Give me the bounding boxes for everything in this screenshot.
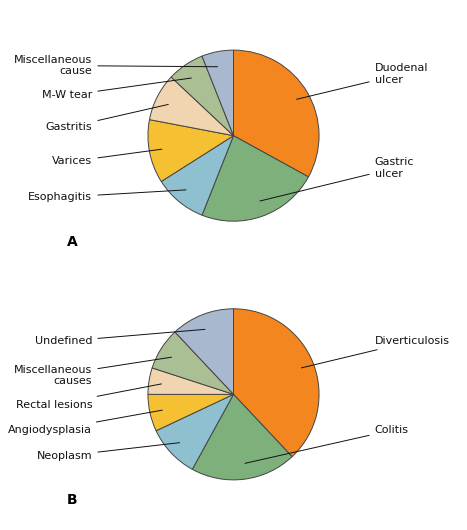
Text: Gastritis: Gastritis — [46, 104, 168, 132]
Wedge shape — [202, 50, 234, 136]
Wedge shape — [234, 309, 319, 457]
Wedge shape — [148, 120, 234, 181]
Text: Angiodysplasia: Angiodysplasia — [8, 410, 163, 435]
Text: A: A — [67, 235, 78, 249]
Wedge shape — [152, 332, 234, 394]
Text: Rectal lesions: Rectal lesions — [16, 384, 162, 410]
Text: Neoplasm: Neoplasm — [37, 443, 180, 461]
Text: Varices: Varices — [52, 149, 162, 166]
Wedge shape — [161, 136, 234, 215]
Text: B: B — [67, 493, 78, 507]
Wedge shape — [171, 56, 234, 136]
Text: Miscellaneous
causes: Miscellaneous causes — [14, 357, 171, 386]
Wedge shape — [149, 77, 234, 136]
Text: Gastric
ulcer: Gastric ulcer — [260, 157, 414, 201]
Text: M-W tear: M-W tear — [42, 78, 191, 101]
Wedge shape — [148, 394, 234, 431]
Text: Undefined: Undefined — [35, 329, 205, 346]
Text: Diverticulosis: Diverticulosis — [301, 337, 450, 368]
Wedge shape — [234, 50, 319, 177]
Text: Miscellaneous
cause: Miscellaneous cause — [14, 55, 218, 76]
Text: Esophagitis: Esophagitis — [28, 190, 186, 202]
Wedge shape — [175, 309, 234, 394]
Wedge shape — [192, 394, 292, 480]
Text: Duodenal
ulcer: Duodenal ulcer — [297, 63, 428, 99]
Wedge shape — [156, 394, 234, 469]
Wedge shape — [202, 136, 309, 221]
Text: Colitis: Colitis — [245, 425, 409, 463]
Wedge shape — [148, 368, 234, 394]
